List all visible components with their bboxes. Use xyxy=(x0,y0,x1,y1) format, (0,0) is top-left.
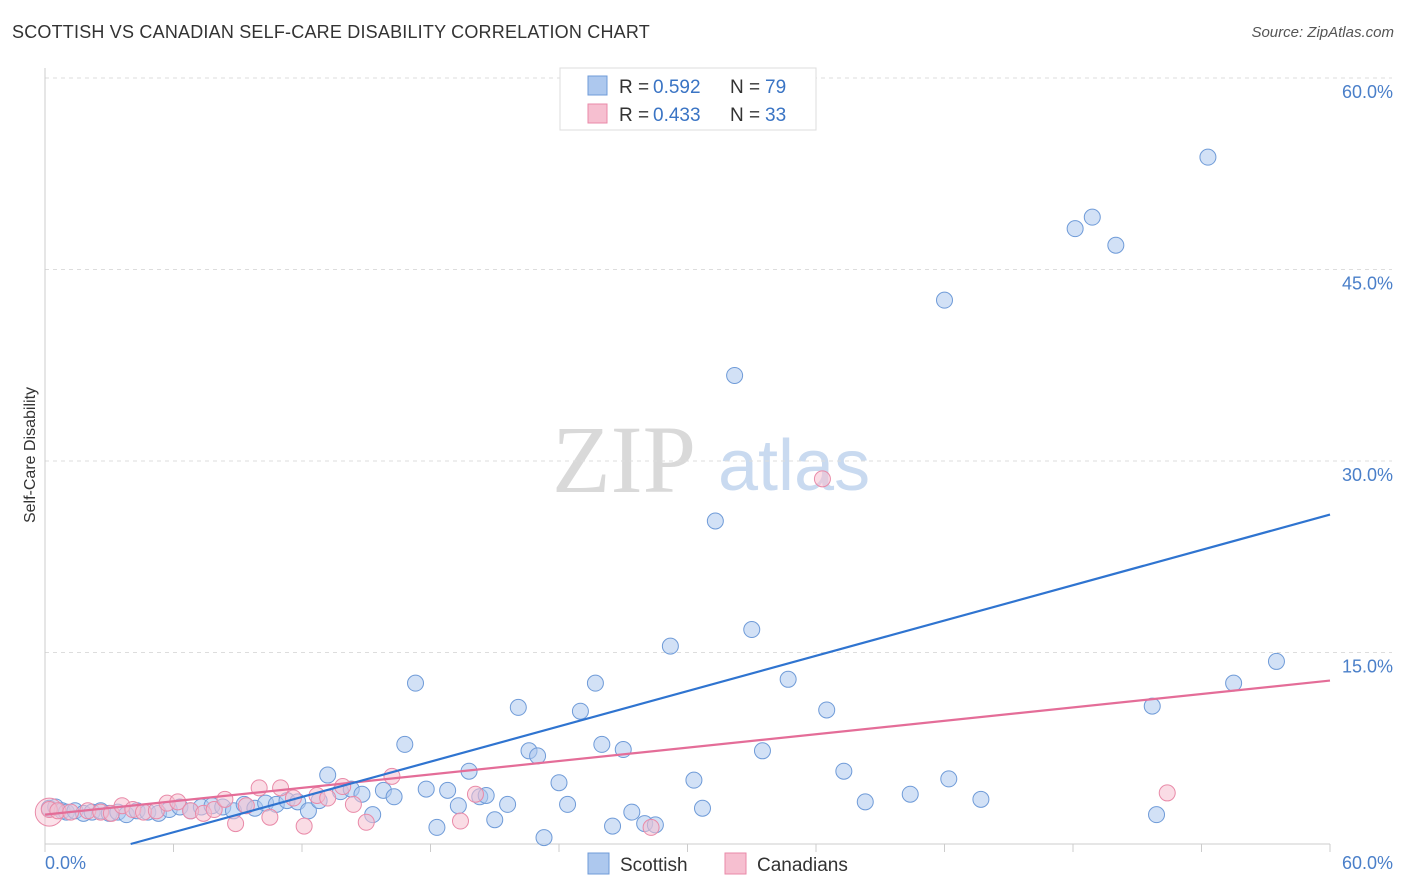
chart-title: SCOTTISH VS CANADIAN SELF-CARE DISABILIT… xyxy=(12,22,650,42)
data-point-scottish xyxy=(550,774,568,792)
legend-swatch-scottish xyxy=(587,852,610,875)
gridlines xyxy=(45,77,1392,653)
canadian-points xyxy=(34,470,1176,836)
data-point-scottish xyxy=(726,366,744,384)
data-point-canadians xyxy=(205,801,223,819)
data-point-scottish xyxy=(693,799,711,817)
y-tick-label: 30.0% xyxy=(1342,465,1393,485)
data-point-scottish xyxy=(743,621,761,639)
data-point-scottish xyxy=(604,817,622,835)
data-point-scottish xyxy=(439,781,457,799)
data-point-canadians xyxy=(451,812,469,830)
legend-swatch-canadians xyxy=(724,852,747,875)
legend-r-value: 0.592 xyxy=(653,77,701,98)
data-point-scottish xyxy=(685,771,703,789)
data-point-scottish xyxy=(779,670,797,688)
data-point-scottish xyxy=(449,797,467,815)
data-point-scottish xyxy=(529,747,547,765)
legend-swatch-canadians xyxy=(587,103,608,124)
trendlines xyxy=(44,513,1331,846)
legend-r-value: 0.433 xyxy=(653,105,701,126)
data-point-canadians xyxy=(357,813,375,831)
data-point-scottish xyxy=(818,701,836,719)
watermark: ZIP atlas xyxy=(552,406,870,513)
data-point-scottish xyxy=(623,803,641,821)
data-point-scottish xyxy=(856,793,874,811)
legend-n-label: N = xyxy=(730,77,760,98)
data-point-scottish xyxy=(940,770,958,788)
legend-r-label: R = xyxy=(619,77,649,98)
data-point-scottish xyxy=(559,795,577,813)
data-point-scottish xyxy=(571,702,589,720)
tick-labels: 15.0% 30.0% 45.0% 60.0% 0.0% 60.0% xyxy=(45,82,1393,873)
legend-top: R = 0.592 N = 79 R = 0.433 N = 33 xyxy=(559,67,817,131)
data-point-canadians xyxy=(813,470,831,488)
data-point-scottish xyxy=(1267,652,1285,670)
y-tick-label: 15.0% xyxy=(1342,657,1393,677)
legend-n-value: 33 xyxy=(765,105,786,126)
data-point-scottish xyxy=(1225,674,1243,692)
data-point-canadians xyxy=(261,808,279,826)
data-point-scottish xyxy=(428,818,446,836)
data-point-scottish xyxy=(535,829,553,847)
data-point-scottish xyxy=(972,790,990,808)
x-tick-label: 0.0% xyxy=(45,853,86,873)
data-point-scottish xyxy=(593,735,611,753)
data-point-scottish xyxy=(1199,148,1217,166)
data-point-scottish xyxy=(319,766,337,784)
y-tick-label: 45.0% xyxy=(1342,274,1393,294)
data-point-scottish xyxy=(1107,236,1125,254)
data-point-canadians xyxy=(237,797,255,815)
data-point-scottish xyxy=(901,785,919,803)
data-point-canadians xyxy=(227,815,245,833)
data-point-scottish xyxy=(509,698,527,716)
legend-swatch-scottish xyxy=(587,75,608,96)
legend-r-label: R = xyxy=(619,105,649,126)
data-point-scottish xyxy=(835,762,853,780)
legend-label-scottish: Scottish xyxy=(620,855,688,876)
data-point-canadians xyxy=(1158,784,1176,802)
data-point-canadians xyxy=(344,795,362,813)
y-tick-label: 60.0% xyxy=(1342,82,1393,102)
legend-label-canadians: Canadians xyxy=(757,855,848,876)
data-point-scottish xyxy=(407,674,425,692)
scottish-points xyxy=(40,148,1285,847)
data-point-canadians xyxy=(295,817,313,835)
data-point-canadians xyxy=(272,779,290,797)
x-tick-label: 60.0% xyxy=(1342,853,1393,873)
watermark-atlas: atlas xyxy=(718,426,870,506)
data-point-scottish xyxy=(661,637,679,655)
axes xyxy=(44,68,1331,852)
data-point-scottish xyxy=(706,512,724,530)
data-point-canadians xyxy=(216,790,234,808)
y-axis-label: Self-Care Disability xyxy=(22,387,39,523)
data-point-scottish xyxy=(486,811,504,829)
data-point-canadians xyxy=(642,818,660,836)
legend-bottom: Scottish Canadians xyxy=(587,852,848,876)
data-point-scottish xyxy=(936,291,953,309)
data-point-scottish xyxy=(417,780,435,798)
legend-n-value: 79 xyxy=(765,77,786,98)
watermark-zip: ZIP xyxy=(552,406,696,513)
trendline-scottish xyxy=(130,513,1331,846)
data-point-canadians xyxy=(466,785,484,803)
legend-n-label: N = xyxy=(730,105,760,126)
data-point-scottish xyxy=(1148,806,1166,824)
data-point-scottish xyxy=(753,742,771,760)
data-point-scottish xyxy=(385,788,403,806)
data-point-scottish xyxy=(586,674,604,692)
data-point-scottish xyxy=(396,735,414,753)
trendline-canadians xyxy=(44,679,1331,816)
data-point-scottish xyxy=(1083,208,1101,226)
data-point-scottish xyxy=(499,795,517,813)
source-credit: Source: ZipAtlas.com xyxy=(1251,24,1394,41)
data-point-scottish xyxy=(1066,220,1084,238)
